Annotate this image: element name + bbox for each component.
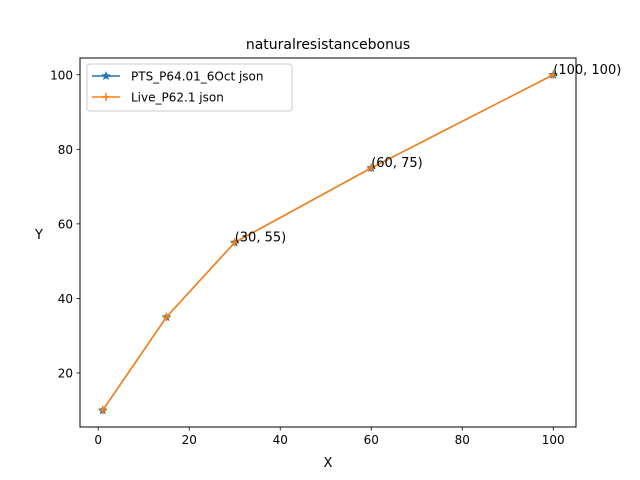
legend-item: Live_P62.1 json bbox=[92, 91, 224, 105]
x-tick-label: 100 bbox=[542, 433, 565, 447]
y-tick-label: 60 bbox=[58, 217, 73, 231]
data-point bbox=[549, 70, 558, 79]
point-annotation: (30, 55) bbox=[235, 231, 287, 246]
legend-label: Live_P62.1 json bbox=[131, 91, 224, 105]
legend-marker bbox=[101, 70, 111, 81]
data-point bbox=[230, 238, 239, 247]
data-point bbox=[98, 406, 107, 415]
legend-item: PTS_P64.01_6Oct json bbox=[92, 70, 264, 84]
point-annotation: (100, 100) bbox=[553, 63, 621, 78]
point-annotation: (60, 75) bbox=[371, 156, 423, 171]
x-axis-label: X bbox=[324, 456, 333, 471]
chart-title: naturalresistancebonus bbox=[246, 37, 410, 53]
legend-box bbox=[86, 63, 293, 112]
y-tick-label: 80 bbox=[58, 143, 73, 157]
x-tick-label: 20 bbox=[182, 433, 197, 447]
y-tick-label: 20 bbox=[58, 366, 73, 380]
legend-marker bbox=[102, 93, 110, 101]
legend: PTS_P64.01_6Oct json Live_P62.1 json bbox=[86, 63, 293, 112]
x-tick-label: 0 bbox=[94, 433, 102, 447]
axes-frame bbox=[79, 57, 577, 428]
data-point bbox=[162, 313, 171, 322]
legend-label: PTS_P64.01_6Oct json bbox=[131, 70, 264, 84]
x-tick-label: 40 bbox=[273, 433, 288, 447]
y-tick-label: 100 bbox=[50, 68, 73, 82]
plot-area: (30, 55) (60, 75) (100, 100) bbox=[97, 63, 621, 415]
axis-ticks: 0 20 40 60 80 100 20 40 60 80 100 bbox=[50, 68, 565, 447]
data-point bbox=[367, 163, 376, 172]
series-2 bbox=[98, 70, 558, 415]
x-tick-label: 80 bbox=[455, 433, 470, 447]
y-axis-label: Y bbox=[34, 228, 43, 243]
x-tick-label: 60 bbox=[364, 433, 379, 447]
y-tick-label: 40 bbox=[58, 292, 73, 306]
